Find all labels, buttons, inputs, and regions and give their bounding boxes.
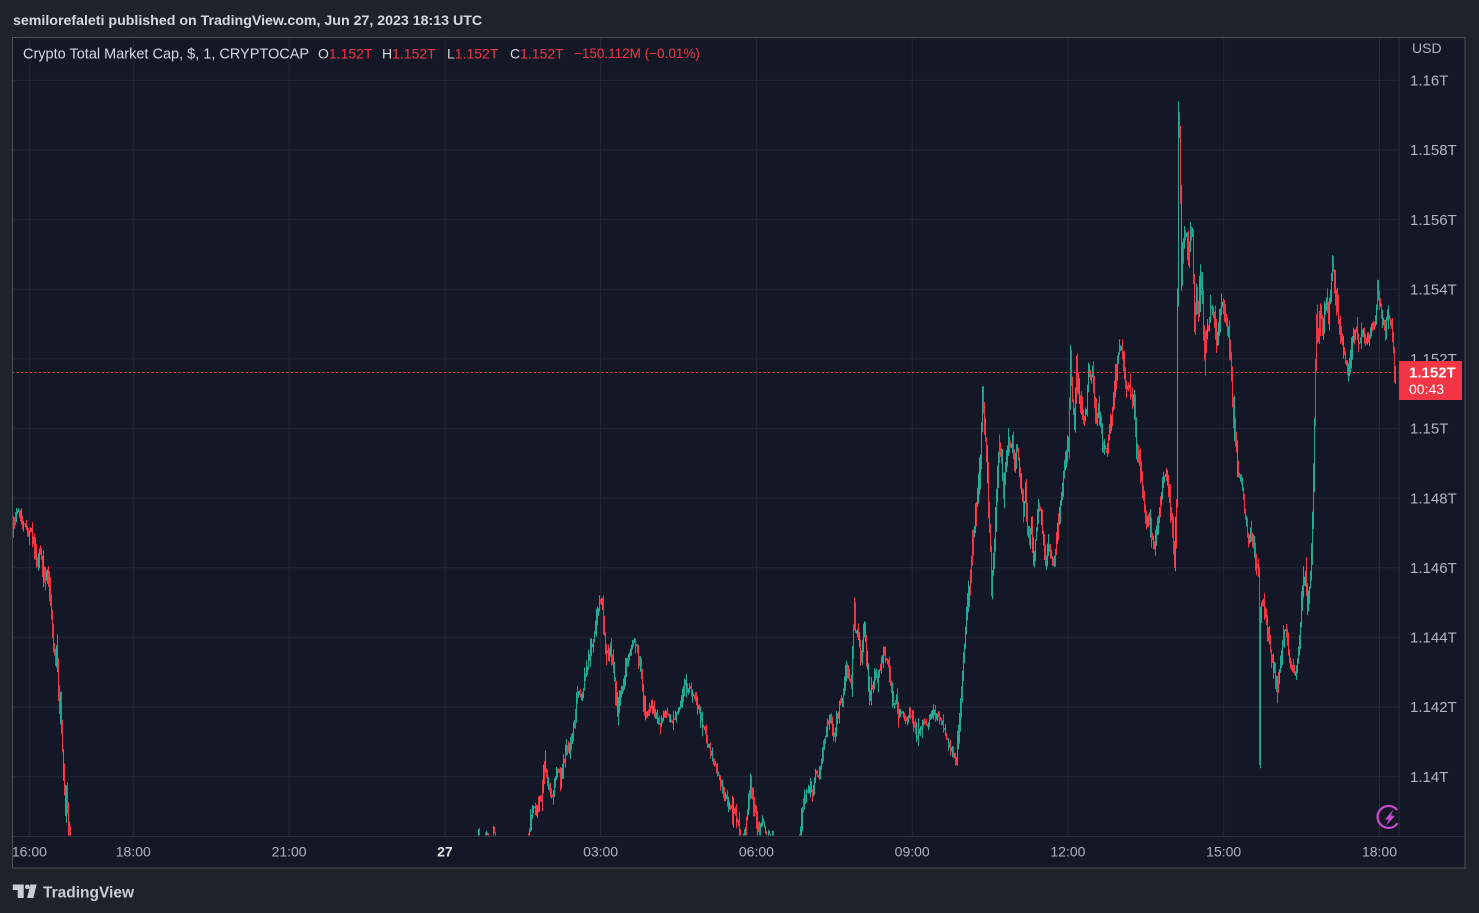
svg-text:H1.152T: H1.152T: [382, 46, 436, 62]
svg-text:TradingView: TradingView: [43, 885, 135, 902]
svg-text:L1.152T: L1.152T: [447, 46, 499, 62]
svg-text:00:43: 00:43: [1409, 381, 1444, 397]
svg-text:1.15T: 1.15T: [1410, 421, 1448, 438]
svg-text:21:00: 21:00: [272, 844, 307, 860]
svg-text:1.16T: 1.16T: [1410, 73, 1448, 90]
svg-text:16:00: 16:00: [12, 844, 47, 860]
svg-text:18:00: 18:00: [116, 844, 151, 860]
svg-text:1.142T: 1.142T: [1410, 699, 1457, 716]
svg-text:C1.152T: C1.152T: [510, 46, 564, 62]
svg-text:USD: USD: [1412, 40, 1442, 56]
svg-text:1.154T: 1.154T: [1410, 282, 1457, 299]
svg-text:03:00: 03:00: [583, 844, 618, 860]
svg-text:06:00: 06:00: [739, 844, 774, 860]
svg-text:1.158T: 1.158T: [1410, 142, 1457, 159]
svg-text:Crypto Total Market Cap, $, 1,: Crypto Total Market Cap, $, 1, CRYPTOCAP: [23, 47, 309, 63]
svg-text:12:00: 12:00: [1050, 844, 1085, 860]
svg-text:18:00: 18:00: [1362, 844, 1397, 860]
svg-text:1.148T: 1.148T: [1410, 490, 1457, 507]
svg-text:27: 27: [437, 844, 453, 860]
svg-text:−150.112M (−0.01%): −150.112M (−0.01%): [574, 46, 700, 61]
svg-text:1.146T: 1.146T: [1410, 560, 1457, 577]
svg-text:1.156T: 1.156T: [1410, 212, 1457, 229]
svg-text:15:00: 15:00: [1206, 844, 1241, 860]
svg-text:semilorefaleti published on Tr: semilorefaleti published on TradingView.…: [13, 13, 482, 29]
svg-text:1.144T: 1.144T: [1410, 630, 1457, 647]
svg-text:1.14T: 1.14T: [1410, 769, 1448, 786]
svg-text:O1.152T: O1.152T: [318, 46, 373, 62]
svg-text:1.152T: 1.152T: [1409, 365, 1456, 382]
svg-text:09:00: 09:00: [895, 844, 930, 860]
